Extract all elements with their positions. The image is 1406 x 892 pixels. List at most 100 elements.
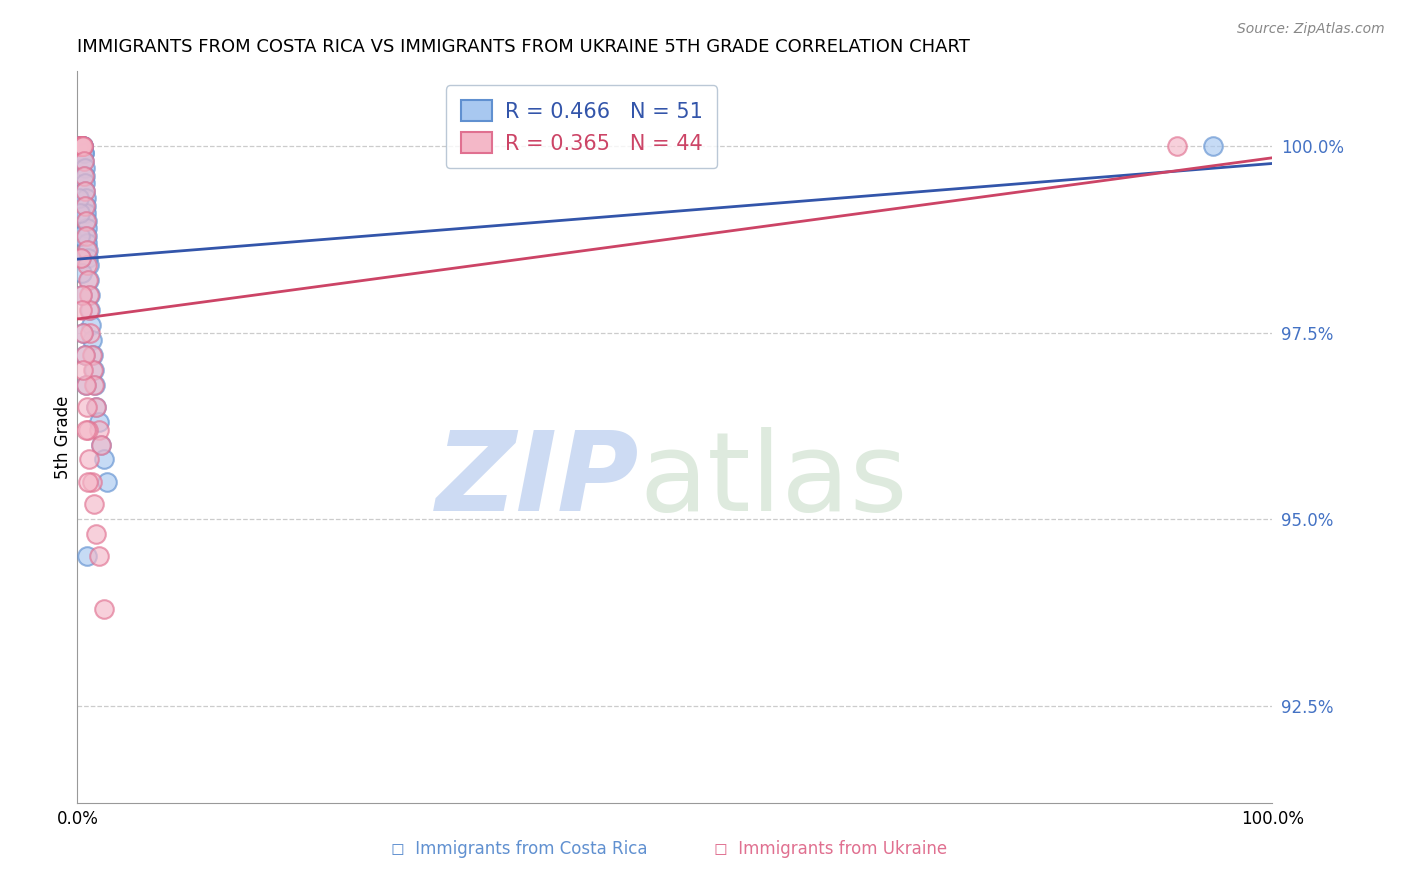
- Point: [82, 363, 104, 377]
- Point: [75, 423, 97, 437]
- Point: [69, 139, 91, 153]
- Point: [72, 139, 94, 153]
- Point: [76, 401, 98, 415]
- Point: [1202, 139, 1225, 153]
- Point: [75, 199, 97, 213]
- Point: [70, 139, 93, 153]
- Point: [72, 139, 94, 153]
- Point: [75, 206, 97, 220]
- Point: [72, 139, 94, 153]
- Point: [73, 348, 96, 362]
- Point: [75, 184, 97, 198]
- Point: [77, 251, 100, 265]
- Text: Source: ZipAtlas.com: Source: ZipAtlas.com: [1237, 22, 1385, 37]
- Text: atlas: atlas: [640, 427, 907, 534]
- Point: [70, 288, 93, 302]
- Point: [96, 475, 118, 489]
- Legend: R = 0.466   N = 51, R = 0.365   N = 44: R = 0.466 N = 51, R = 0.365 N = 44: [446, 86, 717, 169]
- Point: [70, 251, 93, 265]
- Point: [86, 527, 108, 541]
- Point: [86, 401, 108, 415]
- Text: ZIP: ZIP: [436, 427, 640, 534]
- Point: [72, 139, 94, 153]
- Point: [79, 452, 101, 467]
- Point: [75, 191, 97, 205]
- Point: [86, 401, 108, 415]
- Point: [76, 244, 98, 258]
- Point: [70, 288, 93, 302]
- Point: [73, 169, 96, 183]
- Point: [73, 169, 96, 183]
- Point: [76, 221, 98, 235]
- Y-axis label: 5th Grade: 5th Grade: [53, 395, 72, 479]
- Point: [76, 228, 98, 243]
- Point: [69, 206, 91, 220]
- Point: [87, 549, 110, 564]
- Point: [73, 184, 96, 198]
- Point: [77, 423, 100, 437]
- Point: [1166, 139, 1188, 153]
- Point: [72, 153, 94, 168]
- Point: [93, 601, 115, 615]
- Point: [87, 423, 110, 437]
- Point: [79, 326, 101, 340]
- Point: [69, 139, 91, 153]
- Point: [70, 251, 93, 265]
- Point: [75, 377, 97, 392]
- Point: [75, 199, 97, 213]
- Point: [70, 266, 93, 280]
- Point: [67, 191, 90, 205]
- Point: [76, 213, 98, 227]
- Point: [83, 363, 105, 377]
- Text: ◻  Immigrants from Ukraine: ◻ Immigrants from Ukraine: [714, 840, 946, 858]
- Point: [72, 363, 94, 377]
- Point: [76, 244, 98, 258]
- Point: [80, 318, 103, 332]
- Point: [93, 452, 115, 467]
- Point: [76, 259, 98, 273]
- Point: [70, 139, 93, 153]
- Point: [73, 161, 96, 176]
- Text: ◻  Immigrants from Costa Rica: ◻ Immigrants from Costa Rica: [391, 840, 648, 858]
- Point: [87, 415, 110, 429]
- Point: [75, 377, 97, 392]
- Point: [80, 348, 103, 362]
- Point: [76, 235, 98, 250]
- Point: [79, 303, 101, 318]
- Point: [79, 288, 101, 302]
- Point: [73, 348, 96, 362]
- Point: [69, 228, 91, 243]
- Point: [75, 228, 97, 243]
- Point: [72, 326, 94, 340]
- Point: [75, 177, 97, 191]
- Point: [75, 213, 97, 227]
- Point: [70, 139, 93, 153]
- Point: [83, 377, 105, 392]
- Point: [84, 377, 107, 392]
- Point: [72, 139, 94, 153]
- Point: [72, 146, 94, 161]
- Point: [70, 139, 93, 153]
- Point: [79, 273, 101, 287]
- Point: [80, 333, 103, 347]
- Point: [80, 475, 103, 489]
- Point: [73, 146, 96, 161]
- Point: [83, 497, 105, 511]
- Point: [72, 139, 94, 153]
- Point: [69, 139, 91, 153]
- Point: [70, 303, 93, 318]
- Point: [77, 288, 100, 302]
- Point: [76, 549, 98, 564]
- Point: [82, 348, 104, 362]
- Point: [70, 139, 93, 153]
- Point: [90, 437, 112, 451]
- Point: [70, 139, 93, 153]
- Point: [77, 475, 100, 489]
- Point: [90, 437, 112, 451]
- Point: [77, 259, 100, 273]
- Point: [73, 153, 96, 168]
- Point: [79, 303, 101, 318]
- Point: [72, 326, 94, 340]
- Point: [69, 139, 91, 153]
- Point: [70, 139, 93, 153]
